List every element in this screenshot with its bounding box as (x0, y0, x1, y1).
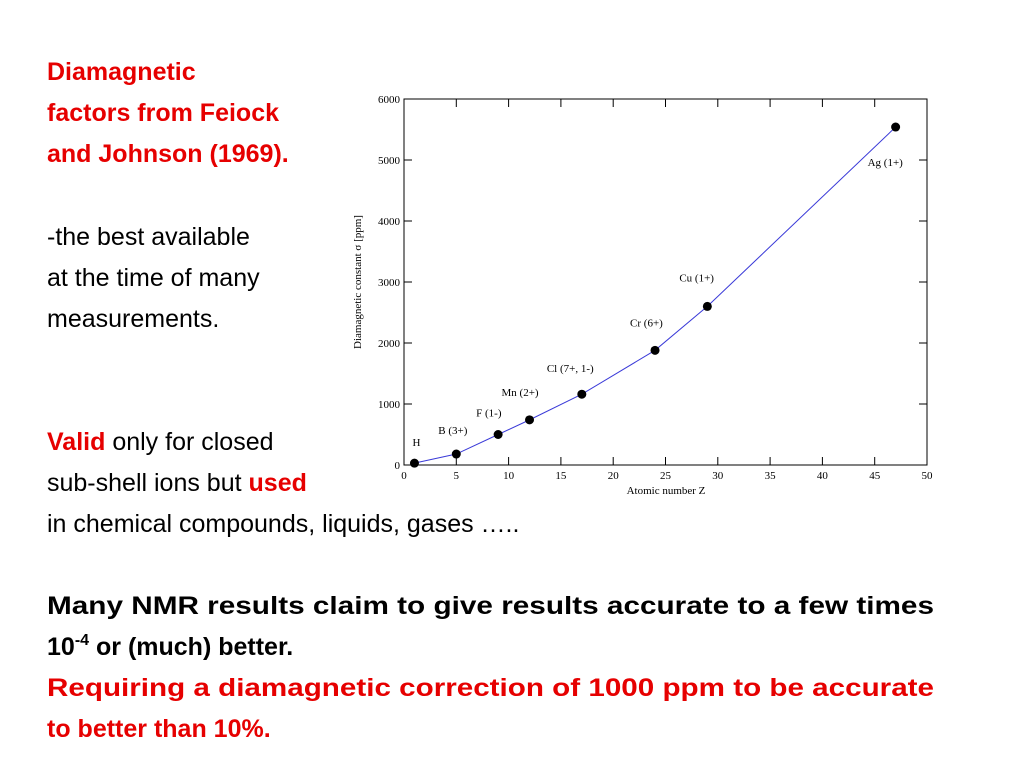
data-point (451, 449, 461, 459)
text-line: sub-shell ions but used (47, 469, 307, 497)
text-line: 10-4 or (much) better. (47, 632, 293, 661)
y-tick-label: 4000 (378, 216, 401, 228)
point-label: Mn (2+) (502, 387, 539, 399)
slide-text: Diamagnetic factors from Feiock and Johnso… (47, 58, 934, 743)
text-run: or (much) better. (89, 633, 293, 661)
text-run: and Johnson (1969). (47, 140, 289, 168)
text-run: factors from Feiock (47, 99, 279, 127)
x-tick-label: 30 (712, 470, 724, 482)
y-tick-label: 6000 (378, 94, 401, 106)
data-point (891, 122, 901, 132)
y-tick-label: 1000 (378, 399, 401, 411)
text-run: measurements. (47, 305, 219, 333)
point-label: Ag (1+) (868, 157, 904, 169)
curve (414, 126, 896, 464)
text-run: -the best available (47, 223, 250, 251)
text-run: Diamagnetic (47, 58, 196, 86)
text-line: in chemical compounds, liquids, gases ….… (47, 510, 519, 538)
text-run: in chemical compounds, liquids, gases ….… (47, 510, 519, 538)
x-tick-label: 10 (503, 470, 515, 482)
text-line: Many NMR results claim to give results a… (47, 592, 934, 620)
data-point (577, 389, 587, 399)
text-run: at the time of many (47, 264, 260, 292)
x-tick-label: 20 (608, 470, 620, 482)
data-point (409, 458, 419, 468)
data-point (650, 345, 660, 355)
data-point (702, 301, 712, 311)
text-line: Diamagnetic (47, 58, 196, 86)
text-run: used (249, 469, 307, 497)
x-tick-label: 40 (817, 470, 829, 482)
x-tick-label: 25 (660, 470, 672, 482)
text-line: factors from Feiock (47, 99, 279, 127)
x-tick-label: 45 (869, 470, 881, 482)
y-tick-label: 3000 (378, 277, 401, 289)
text-run: Requiring a diamagnetic correction of 10… (47, 674, 934, 702)
text-run: Many NMR results claim to give results a… (47, 592, 934, 620)
point-label: Cr (6+) (630, 317, 663, 329)
x-tick-label: 0 (401, 470, 407, 482)
text-line: measurements. (47, 305, 219, 333)
point-label: Cl (7+, 1-) (547, 363, 594, 375)
text-run: Valid (47, 428, 105, 456)
point-label: H (412, 437, 420, 449)
x-tick-label: 50 (922, 470, 934, 482)
text-run: to better than 10%. (47, 715, 271, 743)
point-label: Cu (1+) (679, 272, 714, 284)
x-tick-label: 5 (454, 470, 460, 482)
text-line: Requiring a diamagnetic correction of 10… (47, 674, 934, 702)
text-line: Valid only for closed (47, 428, 274, 456)
text-run: sub-shell ions but (47, 469, 249, 497)
text-line: and Johnson (1969). (47, 140, 289, 168)
chart: 0 5 10 15 20 25 30 35 40 45 50 0 1000 2000 3000 4000 500… (352, 94, 933, 497)
y-tick-label: 0 (395, 460, 401, 472)
point-label: B (3+) (438, 425, 467, 437)
data-point (493, 430, 503, 439)
x-tick-label: 35 (765, 470, 777, 482)
text-run: only for closed (105, 428, 273, 456)
y-tick-label: 5000 (378, 155, 401, 167)
text-line: -the best available (47, 223, 250, 251)
data-point (525, 415, 535, 425)
text-run: -4 (75, 632, 89, 649)
x-axis-label: Atomic number Z (627, 485, 706, 497)
text-line: at the time of many (47, 264, 260, 292)
text-line: to better than 10%. (47, 715, 271, 743)
y-axis-label: Diamagnetic constant σ [ppm] (352, 215, 364, 349)
text-run: 10 (47, 633, 75, 661)
y-tick-label: 2000 (378, 338, 401, 350)
x-tick-label: 15 (555, 470, 567, 482)
point-label: F (1-) (476, 408, 502, 420)
